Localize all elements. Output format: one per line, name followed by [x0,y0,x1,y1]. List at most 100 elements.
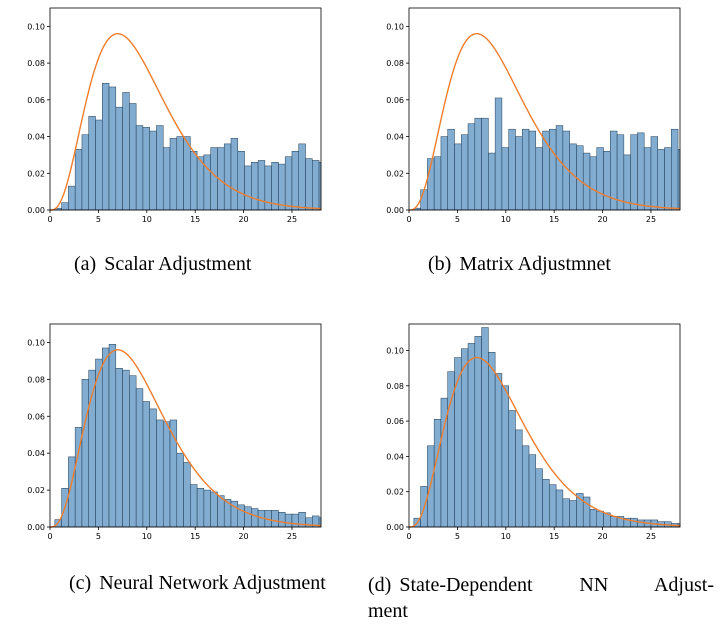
y-tick-label: 0.02 [386,169,404,178]
x-tick-label: 15 [190,532,200,541]
histogram-bar [474,117,482,211]
histogram-bar [149,408,157,528]
x-tick-label: 5 [96,532,101,541]
histogram-bar [461,348,469,528]
histogram-bar [217,495,225,528]
histogram-bar [237,150,245,211]
plot-frame [408,7,681,211]
histogram-bar [81,379,89,528]
histogram-bar [298,143,306,211]
histogram-bar [230,138,239,211]
y-tick-label: 0.06 [27,96,45,105]
histogram-bar [61,202,69,211]
histogram-bar [494,97,503,211]
histogram-panel-d: 0 5 10 15 20 25 0.00 0.02 0.04 0.06 0.08 0.10 [386,323,681,541]
x-tick-label: 20 [238,215,248,224]
caption-b: (b) Matrix Adjustmnet [428,253,611,276]
histogram-bar [102,83,110,211]
histogram-bar [135,125,144,211]
histogram-bar [637,519,645,528]
histogram-bar [81,134,89,211]
histogram-bar [555,489,564,528]
histogram-bar [278,163,286,211]
histogram-bar [671,128,679,211]
histogram-bar [291,513,299,528]
caption-text-line1: State-Dependent NN Adjust- [399,574,714,596]
histogram-bar [535,147,543,211]
histogram-bar [196,156,205,211]
y-tick-label: 0.08 [27,59,45,68]
histogram-bar [454,357,462,528]
histogram-bar [88,116,96,211]
density-curve [49,349,322,528]
histogram-bar [447,371,455,528]
x-tick-label: 20 [238,532,248,541]
histogram-panel-a: 0 5 10 15 20 25 0.00 0.02 0.04 0.06 0.08 0.10 [27,7,322,224]
histogram-bar [440,136,448,211]
y-tick-label: 0.08 [386,382,404,391]
histogram-bar [562,498,570,528]
histogram-bar [190,150,198,211]
histogram-bar [135,388,144,528]
histogram-bar [433,419,442,528]
histogram-bar [582,152,591,211]
histogram-bar [95,119,103,211]
y-tick-label: 0.04 [27,133,45,142]
histogram-bar [508,410,516,528]
histogram-bar [501,147,509,211]
histogram-panel-b: 0 5 10 15 20 25 0.00 0.02 0.04 0.06 0.08 0.10 [386,7,681,224]
histogram-bar [183,462,191,528]
histogram-bar [108,344,117,528]
histogram-bar [251,508,259,528]
histogram-bar [610,516,618,528]
histogram-bar [129,375,137,528]
x-tick-label: 10 [142,215,152,224]
x-tick-label: 15 [549,532,559,541]
x-tick-label: 25 [287,215,297,224]
y-tick-label: 0.00 [386,206,404,215]
histogram-bar [115,368,123,528]
histogram-bar [488,152,496,211]
histogram-bar [521,445,530,528]
x-tick-label: 20 [597,532,607,541]
histogram-bar [603,150,611,211]
histogram-bar [549,484,557,528]
x-tick-label: 10 [142,532,152,541]
density-curve [408,32,681,211]
x-tick-label: 25 [287,532,297,541]
histogram-bar [312,160,320,211]
caption-d: (d) State-Dependent NN Adjust- ment [368,572,714,624]
caption-text: Scalar Adjustment [104,253,252,275]
caption-label: (d) [368,574,392,596]
histogram-bar [176,136,184,211]
histogram-bar [251,162,259,211]
y-tick-label: 0.00 [386,523,404,532]
caption-text-line2: ment [368,600,408,622]
histogram-bar [278,511,286,528]
histogram-bar [467,123,476,211]
histogram-bar [176,452,184,528]
histogram-bar [129,103,137,211]
caption-label: (c) [69,572,92,594]
histogram-bar [108,86,117,211]
histogram-bar [589,156,598,211]
histogram-bar [637,132,645,211]
histogram-bar [183,136,191,211]
x-tick-label: 5 [96,215,101,224]
histogram-bar [162,421,171,528]
histogram-bar [102,347,110,528]
histogram-bar [657,149,665,211]
y-tick-label: 0.02 [27,486,45,495]
histogram-bar [461,134,469,211]
histogram-bar [162,147,171,211]
plot-frame [49,323,322,528]
histogram-bar [515,136,523,211]
histogram-bar [630,134,638,211]
histogram-bar [244,506,252,528]
histogram-panel-c: 0 5 10 15 20 25 0.00 0.02 0.04 0.06 0.08 0.10 [27,323,322,541]
y-tick-label: 0.08 [386,59,404,68]
histogram-bar [149,130,157,211]
y-tick-label: 0.04 [386,452,404,461]
histogram-bar [555,125,564,211]
